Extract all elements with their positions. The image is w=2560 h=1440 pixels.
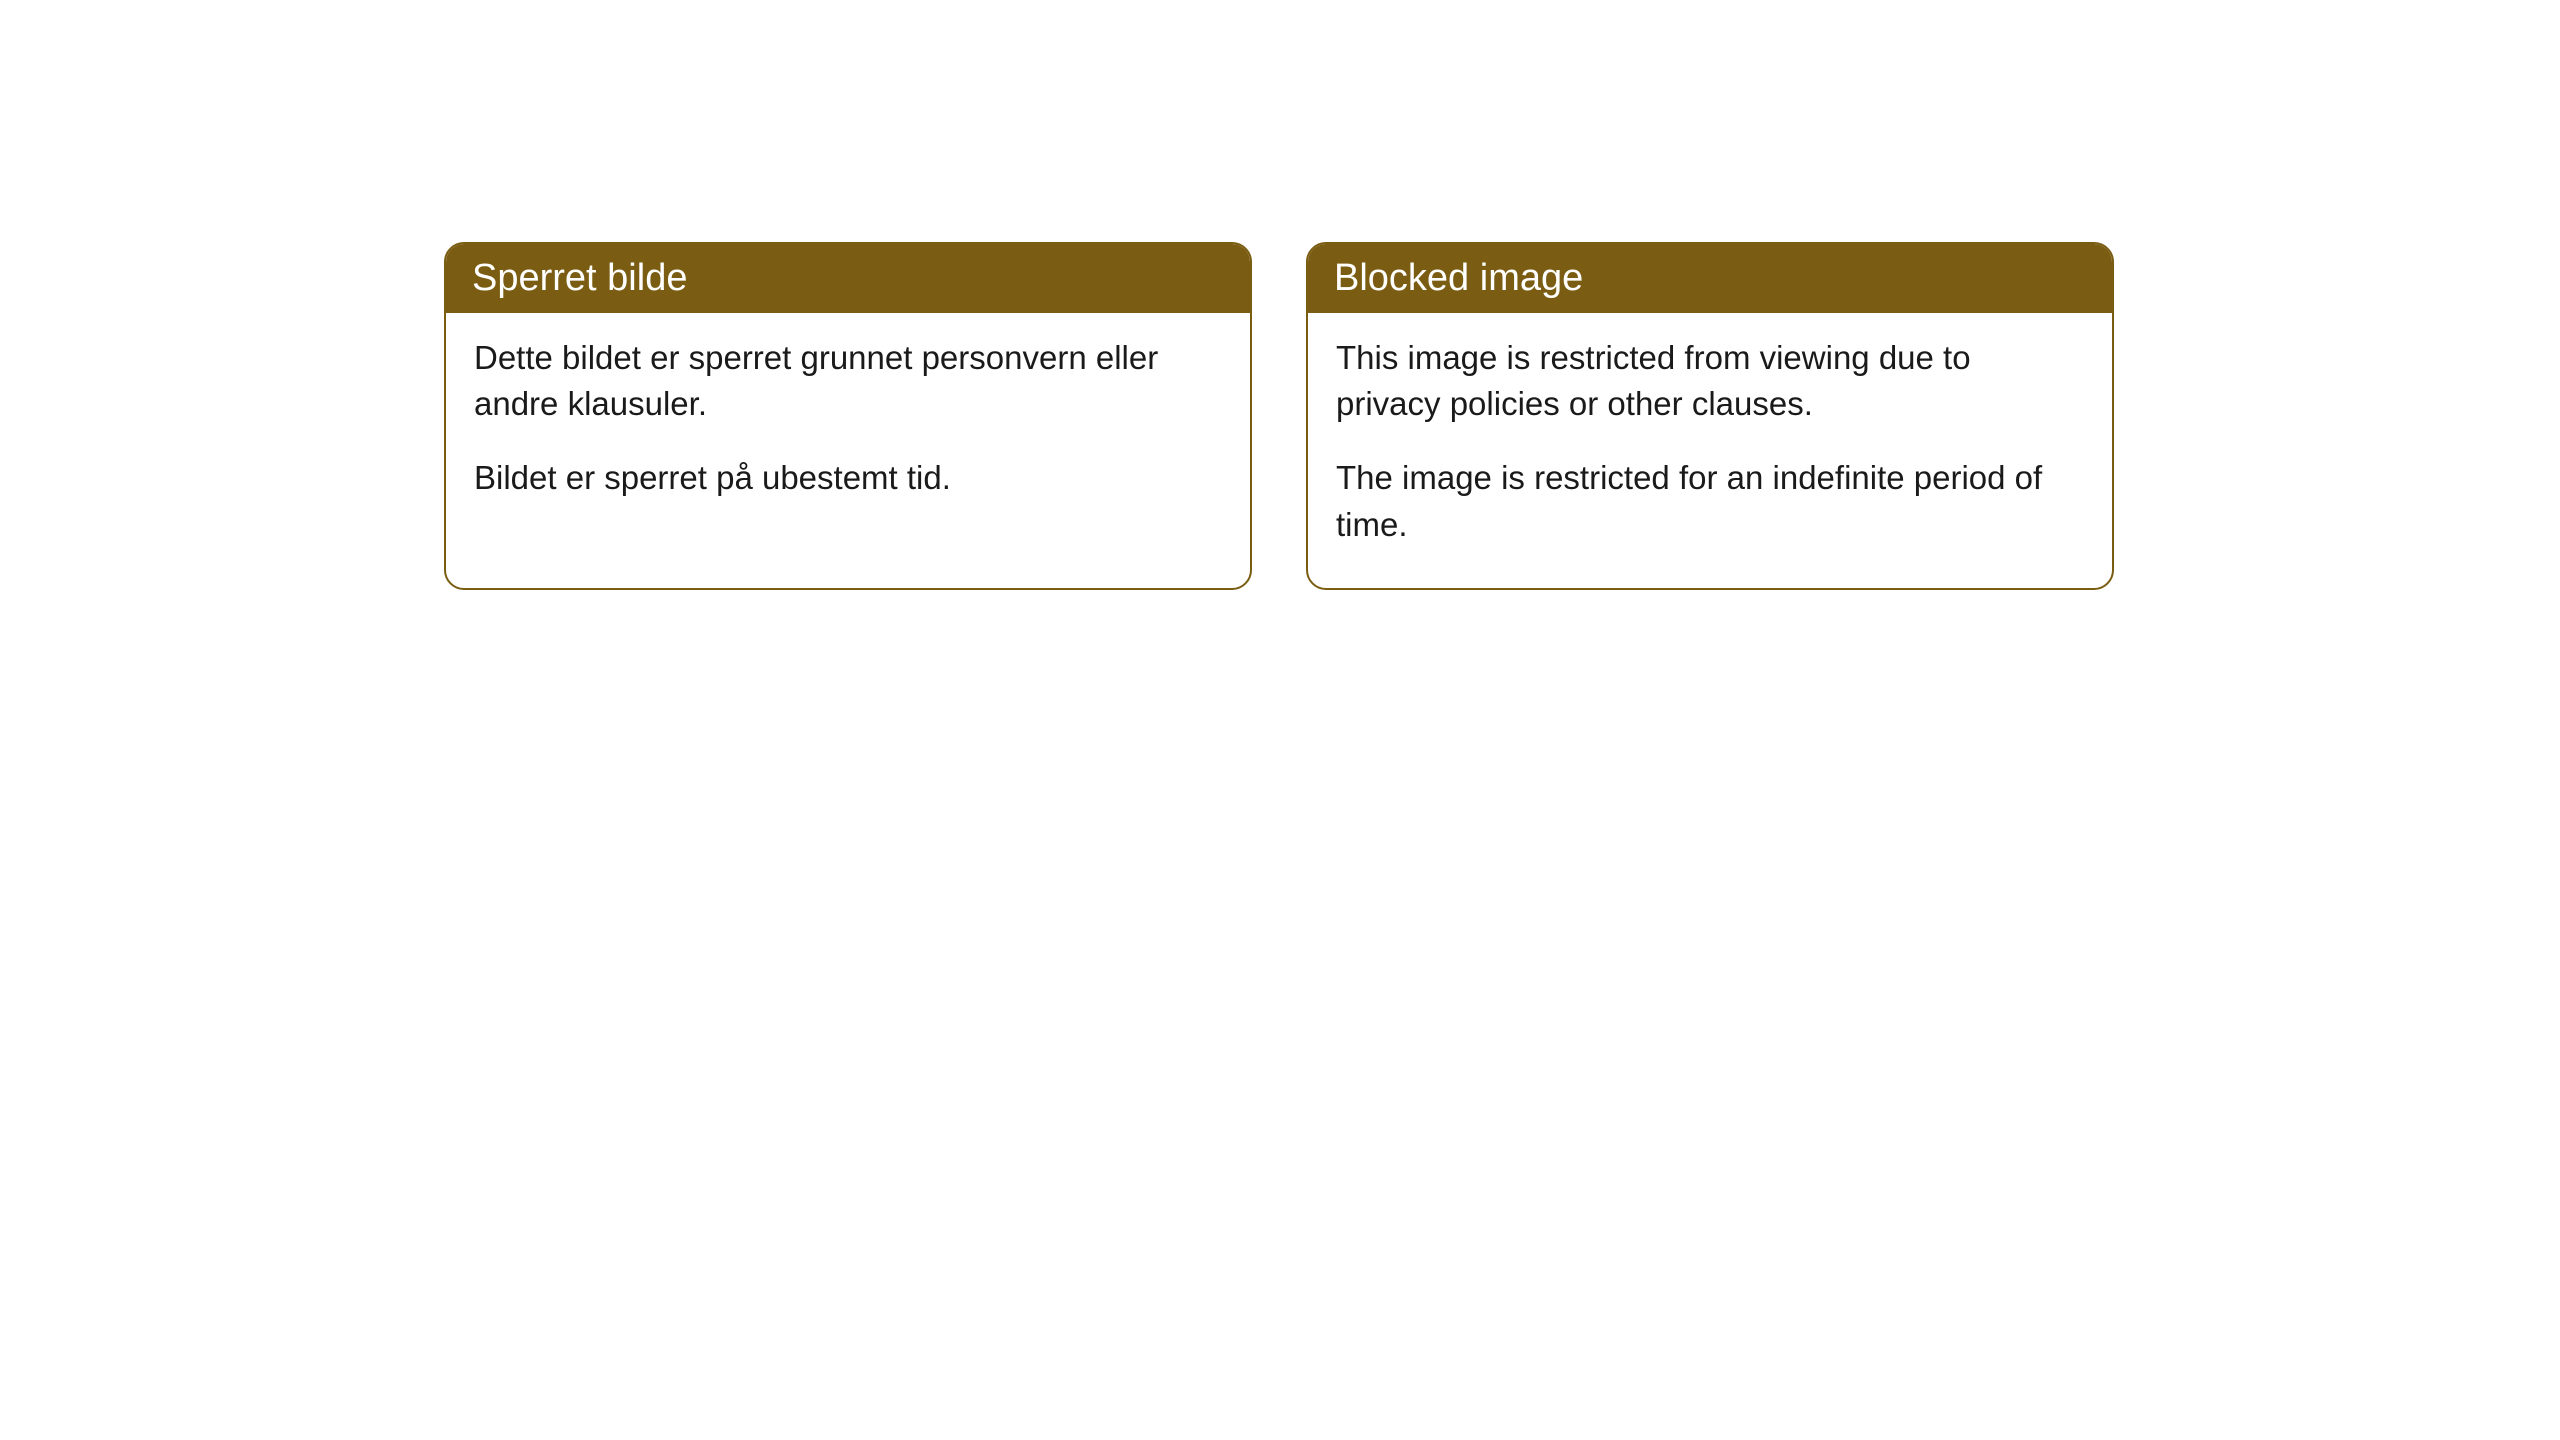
blocked-image-card-english: Blocked image This image is restricted f… [1306, 242, 2114, 590]
card-paragraph: Dette bildet er sperret grunnet personve… [474, 335, 1222, 427]
card-paragraph: The image is restricted for an indefinit… [1336, 455, 2084, 547]
card-paragraph: Bildet er sperret på ubestemt tid. [474, 455, 1222, 501]
card-body: This image is restricted from viewing du… [1308, 313, 2112, 588]
card-title: Blocked image [1308, 244, 2112, 313]
notice-cards-container: Sperret bilde Dette bildet er sperret gr… [0, 0, 2560, 590]
card-title: Sperret bilde [446, 244, 1250, 313]
card-body: Dette bildet er sperret grunnet personve… [446, 313, 1250, 542]
card-paragraph: This image is restricted from viewing du… [1336, 335, 2084, 427]
blocked-image-card-norwegian: Sperret bilde Dette bildet er sperret gr… [444, 242, 1252, 590]
